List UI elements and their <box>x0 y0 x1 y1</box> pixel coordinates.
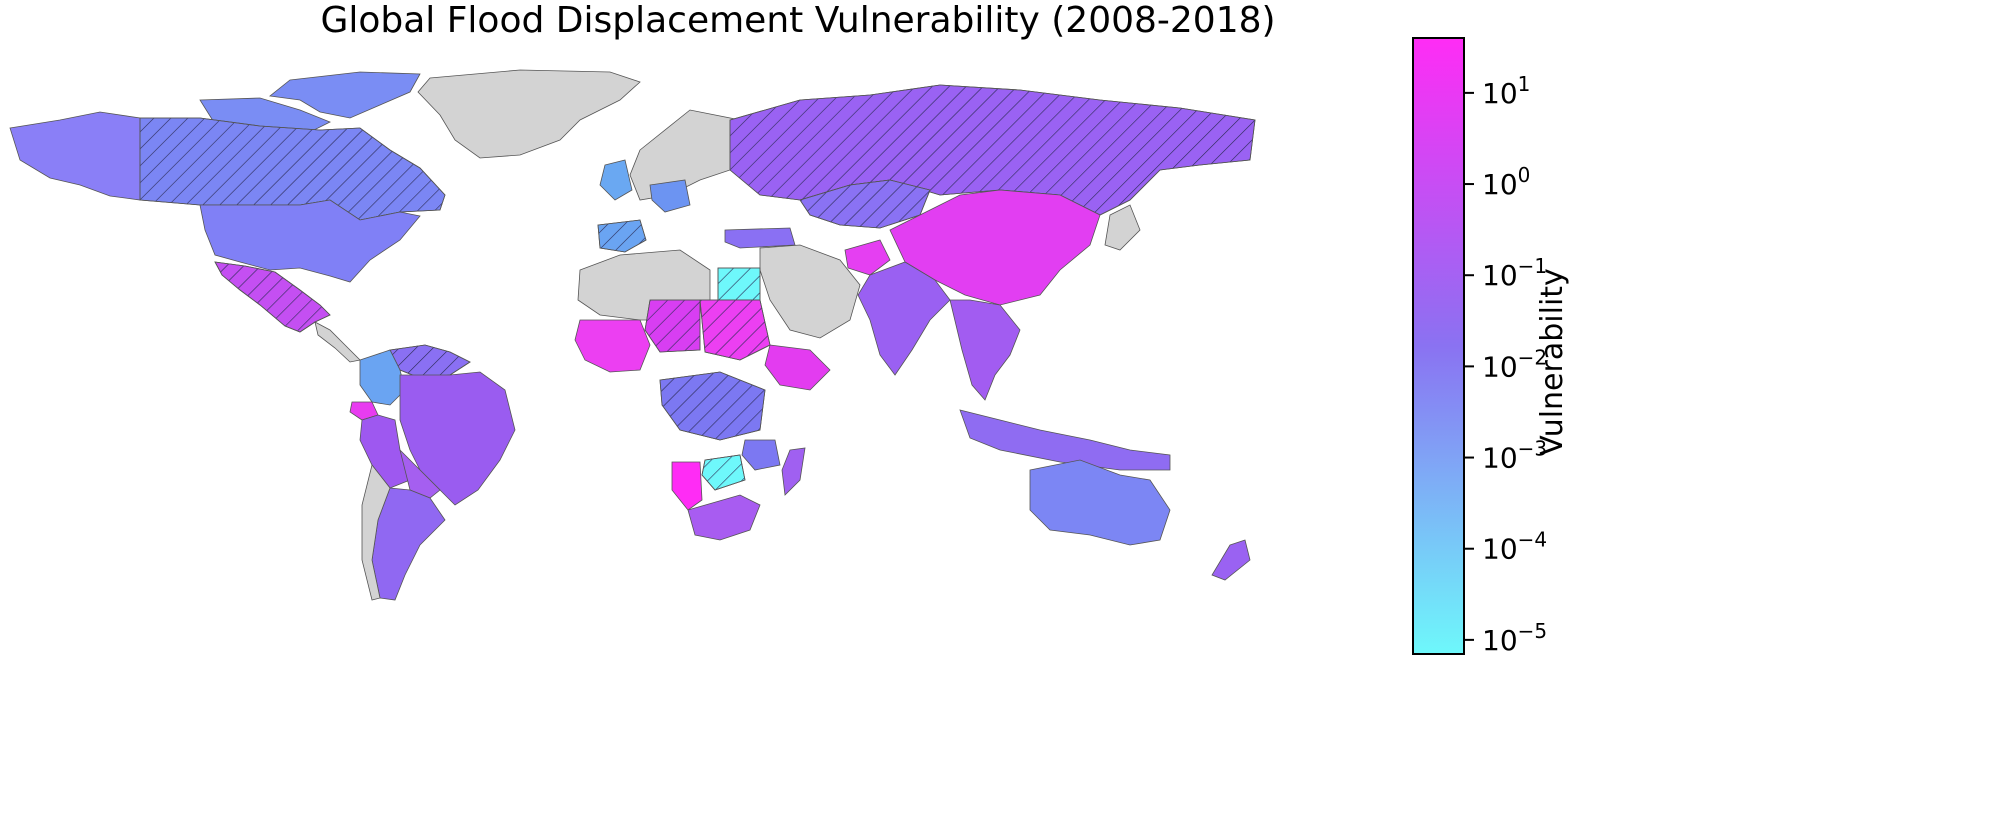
region-indonesia <box>959 409 1171 471</box>
region-india <box>857 261 951 376</box>
colorbar-label: Vulnerability <box>1535 268 1570 456</box>
region-new-zealand <box>1211 539 1251 581</box>
region-west-africa <box>574 319 651 373</box>
colorbar-tick-label: 10−2 <box>1482 345 1547 383</box>
region-mexico-hatch <box>214 261 331 333</box>
region-south-africa <box>687 494 761 541</box>
region-venezuela-hatch <box>389 344 471 379</box>
colorbar-tick-label: 10−3 <box>1482 437 1547 475</box>
region-germany <box>649 179 691 213</box>
colorbar-tick-label: 100 <box>1482 163 1530 201</box>
region-spain-hatch <box>597 219 647 253</box>
region-brazil <box>399 371 516 506</box>
region-australia <box>1029 459 1171 546</box>
region-chile <box>361 464 391 601</box>
colorbar-tick-label: 10−1 <box>1482 254 1547 292</box>
region-chad-hatch <box>644 299 701 353</box>
world-map <box>9 69 1256 601</box>
region-china <box>889 189 1101 306</box>
colorbar-tick-label: 101 <box>1482 72 1530 110</box>
region-madagascar <box>781 447 806 496</box>
region-united-kingdom <box>599 159 633 201</box>
region-japan <box>1104 204 1141 251</box>
region-southeast-asia <box>949 299 1021 401</box>
colorbar-ticks: 101 100 10−1 10−2 10−3 10−4 10−5 <box>1464 72 1547 657</box>
region-dr-congo-hatch <box>659 371 766 441</box>
region-egypt-hatch <box>717 267 761 301</box>
colorbar-tick-label: 10−4 <box>1482 528 1547 566</box>
region-central-america <box>314 321 361 363</box>
colorbar: 101 100 10−1 10−2 10−3 10−4 10−5 Vulnerability <box>1412 37 1570 657</box>
colorbar-gradient <box>1412 37 1465 655</box>
chart-title: Global Flood Displacement Vulnerability … <box>320 0 1275 41</box>
region-namibia <box>671 461 703 511</box>
region-turkey <box>724 227 796 249</box>
region-bolivia <box>399 448 441 499</box>
region-united-states <box>199 199 421 283</box>
region-middle-east <box>759 244 861 339</box>
region-greenland <box>417 69 641 159</box>
region-alaska <box>9 111 141 201</box>
region-canadian-arctic <box>269 71 421 119</box>
region-sudan-hatch <box>699 299 771 361</box>
colorbar-tick-label: 10−5 <box>1482 619 1547 657</box>
region-ethiopia <box>764 344 831 391</box>
region-afghanistan <box>844 239 891 276</box>
region-europe-north <box>629 109 741 201</box>
region-zambia-hatch <box>701 454 746 491</box>
region-east-africa <box>741 439 781 471</box>
region-colombia <box>359 349 406 406</box>
